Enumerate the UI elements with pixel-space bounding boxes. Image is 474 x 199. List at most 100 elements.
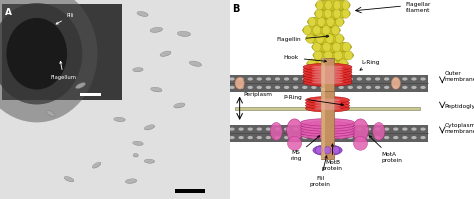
Ellipse shape: [320, 136, 326, 139]
Ellipse shape: [402, 136, 408, 139]
Ellipse shape: [275, 136, 280, 139]
Text: MotB
protein: MotB protein: [322, 144, 343, 171]
Ellipse shape: [134, 68, 143, 72]
Text: Outer
membrane: Outer membrane: [445, 71, 474, 82]
Ellipse shape: [238, 77, 244, 81]
Ellipse shape: [324, 9, 332, 18]
Ellipse shape: [314, 104, 341, 107]
Ellipse shape: [335, 34, 343, 43]
Ellipse shape: [312, 41, 351, 53]
Ellipse shape: [338, 136, 344, 139]
Ellipse shape: [315, 9, 323, 18]
Ellipse shape: [288, 136, 301, 150]
Ellipse shape: [133, 68, 143, 72]
Ellipse shape: [308, 17, 316, 27]
Ellipse shape: [327, 17, 334, 27]
Ellipse shape: [375, 128, 380, 131]
Ellipse shape: [312, 78, 343, 82]
Ellipse shape: [338, 77, 344, 81]
Ellipse shape: [266, 128, 271, 131]
Ellipse shape: [357, 128, 362, 131]
Ellipse shape: [301, 126, 355, 134]
Ellipse shape: [316, 34, 324, 43]
Ellipse shape: [293, 77, 298, 81]
Ellipse shape: [354, 136, 367, 150]
Ellipse shape: [303, 71, 352, 79]
Ellipse shape: [235, 77, 244, 89]
Ellipse shape: [393, 128, 399, 131]
Ellipse shape: [303, 24, 340, 36]
Ellipse shape: [316, 146, 322, 154]
Ellipse shape: [347, 128, 353, 131]
Ellipse shape: [266, 77, 271, 81]
Ellipse shape: [229, 77, 235, 81]
Ellipse shape: [301, 124, 355, 131]
Ellipse shape: [314, 107, 341, 110]
Ellipse shape: [375, 86, 380, 89]
Ellipse shape: [256, 136, 262, 139]
Text: B: B: [232, 4, 240, 14]
Ellipse shape: [320, 128, 326, 131]
Ellipse shape: [75, 83, 85, 89]
Bar: [321, 58, 325, 91]
Text: L-Ring: L-Ring: [360, 60, 380, 70]
Ellipse shape: [256, 128, 262, 131]
Ellipse shape: [336, 17, 344, 27]
Ellipse shape: [315, 0, 350, 11]
Ellipse shape: [338, 128, 344, 131]
Ellipse shape: [411, 86, 417, 89]
Ellipse shape: [306, 33, 344, 44]
Ellipse shape: [339, 59, 347, 68]
Ellipse shape: [284, 136, 289, 139]
Ellipse shape: [333, 146, 339, 154]
Ellipse shape: [384, 77, 389, 81]
Text: FliI
protein: FliI protein: [310, 156, 331, 187]
Ellipse shape: [320, 77, 326, 81]
Text: Pili: Pili: [56, 13, 74, 24]
Ellipse shape: [256, 77, 262, 81]
Ellipse shape: [0, 3, 82, 104]
Ellipse shape: [303, 63, 352, 71]
Ellipse shape: [344, 51, 353, 60]
Ellipse shape: [256, 86, 262, 89]
Ellipse shape: [287, 119, 302, 142]
Ellipse shape: [284, 77, 289, 81]
Ellipse shape: [313, 42, 321, 52]
Ellipse shape: [303, 66, 352, 73]
Ellipse shape: [137, 12, 148, 16]
Ellipse shape: [134, 154, 138, 157]
Text: Peptidoglycan: Peptidoglycan: [445, 104, 474, 109]
Ellipse shape: [384, 136, 389, 139]
Ellipse shape: [393, 77, 399, 81]
Ellipse shape: [308, 59, 316, 68]
Text: Cytoplasmic
membrane: Cytoplasmic membrane: [445, 123, 474, 134]
Ellipse shape: [357, 136, 362, 139]
Ellipse shape: [303, 79, 352, 86]
Ellipse shape: [312, 81, 343, 84]
Ellipse shape: [313, 145, 342, 156]
Ellipse shape: [315, 8, 350, 19]
Ellipse shape: [114, 117, 125, 122]
Ellipse shape: [293, 86, 298, 89]
Ellipse shape: [393, 86, 399, 89]
Ellipse shape: [328, 59, 337, 68]
Ellipse shape: [384, 86, 389, 89]
Ellipse shape: [238, 136, 244, 139]
Ellipse shape: [331, 25, 339, 35]
Ellipse shape: [402, 128, 408, 131]
Ellipse shape: [311, 77, 317, 81]
Ellipse shape: [247, 136, 253, 139]
Ellipse shape: [190, 62, 201, 66]
Ellipse shape: [312, 76, 343, 79]
Text: P-Ring: P-Ring: [283, 95, 343, 106]
Ellipse shape: [353, 119, 368, 142]
Ellipse shape: [307, 58, 348, 69]
Ellipse shape: [144, 125, 155, 130]
Ellipse shape: [311, 136, 317, 139]
Ellipse shape: [7, 18, 67, 90]
Ellipse shape: [357, 86, 362, 89]
Bar: [321, 58, 334, 91]
Bar: [321, 88, 325, 159]
Ellipse shape: [326, 34, 334, 43]
Ellipse shape: [325, 0, 332, 10]
